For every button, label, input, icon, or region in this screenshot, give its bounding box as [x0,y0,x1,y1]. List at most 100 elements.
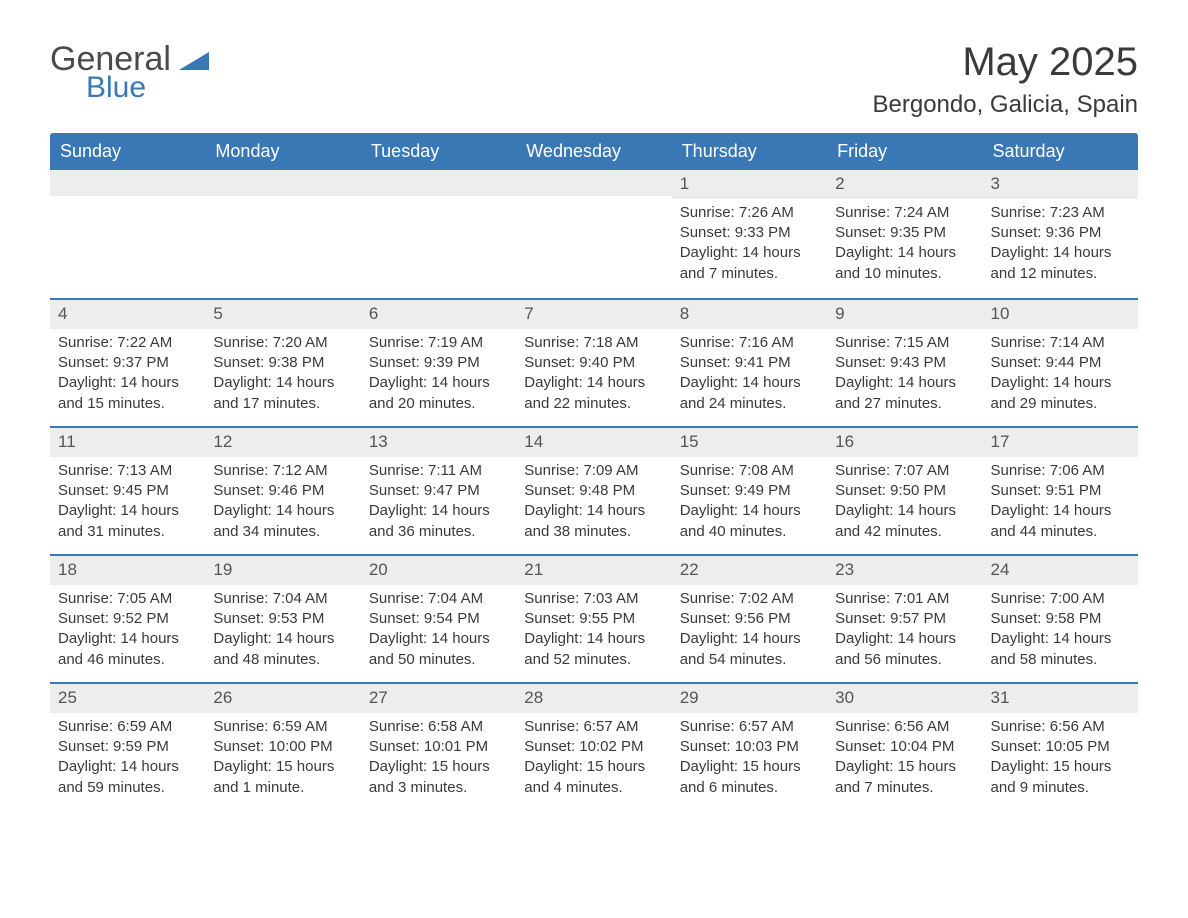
day-details: Sunrise: 6:56 AMSunset: 10:05 PMDaylight… [983,713,1138,806]
calendar-day-cell: 6Sunrise: 7:19 AMSunset: 9:39 PMDaylight… [361,300,516,426]
sunset-line: Sunset: 9:48 PM [524,481,663,501]
location-subtitle: Bergondo, Galicia, Spain [873,91,1139,119]
day-details: Sunrise: 7:18 AMSunset: 9:40 PMDaylight:… [516,329,671,422]
day-number: 27 [361,684,516,713]
daylight-line: Daylight: 14 hours and 12 minutes. [991,243,1130,284]
daylight-line: Daylight: 14 hours and 46 minutes. [58,629,197,670]
calendar-week-row: 4Sunrise: 7:22 AMSunset: 9:37 PMDaylight… [50,298,1138,426]
sunrise-line: Sunrise: 7:04 AM [213,589,352,609]
daylight-line: Daylight: 15 hours and 3 minutes. [369,757,508,798]
day-number: 5 [205,300,360,329]
day-details: Sunrise: 7:13 AMSunset: 9:45 PMDaylight:… [50,457,205,550]
sunrise-line: Sunrise: 7:13 AM [58,461,197,481]
day-number: 30 [827,684,982,713]
sunset-line: Sunset: 9:57 PM [835,609,974,629]
sunset-line: Sunset: 9:33 PM [680,223,819,243]
day-number: 21 [516,556,671,585]
day-details: Sunrise: 7:12 AMSunset: 9:46 PMDaylight:… [205,457,360,550]
sunset-line: Sunset: 9:35 PM [835,223,974,243]
day-number: 28 [516,684,671,713]
day-number: 14 [516,428,671,457]
sunset-line: Sunset: 10:02 PM [524,737,663,757]
day-number: 8 [672,300,827,329]
sunrise-line: Sunrise: 7:03 AM [524,589,663,609]
day-number: 31 [983,684,1138,713]
sunrise-line: Sunrise: 7:07 AM [835,461,974,481]
day-details: Sunrise: 7:05 AMSunset: 9:52 PMDaylight:… [50,585,205,678]
weekday-header-cell: Friday [827,133,982,170]
day-number: 12 [205,428,360,457]
day-number [516,170,671,196]
daylight-line: Daylight: 14 hours and 34 minutes. [213,501,352,542]
sunset-line: Sunset: 10:05 PM [991,737,1130,757]
sunset-line: Sunset: 9:55 PM [524,609,663,629]
calendar-day-cell: 1Sunrise: 7:26 AMSunset: 9:33 PMDaylight… [672,170,827,298]
day-details: Sunrise: 7:11 AMSunset: 9:47 PMDaylight:… [361,457,516,550]
calendar-day-cell: 7Sunrise: 7:18 AMSunset: 9:40 PMDaylight… [516,300,671,426]
weekday-header-cell: Thursday [672,133,827,170]
calendar-day-cell [516,170,671,298]
sunset-line: Sunset: 9:50 PM [835,481,974,501]
sunset-line: Sunset: 10:03 PM [680,737,819,757]
calendar-day-cell: 10Sunrise: 7:14 AMSunset: 9:44 PMDayligh… [983,300,1138,426]
sunset-line: Sunset: 9:45 PM [58,481,197,501]
sunrise-line: Sunrise: 7:09 AM [524,461,663,481]
calendar-day-cell: 27Sunrise: 6:58 AMSunset: 10:01 PMDaylig… [361,684,516,810]
daylight-line: Daylight: 14 hours and 17 minutes. [213,373,352,414]
sunset-line: Sunset: 9:40 PM [524,353,663,373]
day-number: 19 [205,556,360,585]
day-number: 22 [672,556,827,585]
daylight-line: Daylight: 14 hours and 31 minutes. [58,501,197,542]
calendar-table: SundayMondayTuesdayWednesdayThursdayFrid… [50,133,1138,810]
sunset-line: Sunset: 9:43 PM [835,353,974,373]
sunrise-line: Sunrise: 7:04 AM [369,589,508,609]
month-title: May 2025 [873,40,1139,85]
day-details [361,196,516,286]
day-details: Sunrise: 6:56 AMSunset: 10:04 PMDaylight… [827,713,982,806]
sunset-line: Sunset: 9:54 PM [369,609,508,629]
sunset-line: Sunset: 9:56 PM [680,609,819,629]
daylight-line: Daylight: 14 hours and 50 minutes. [369,629,508,670]
sunset-line: Sunset: 9:51 PM [991,481,1130,501]
calendar-day-cell: 11Sunrise: 7:13 AMSunset: 9:45 PMDayligh… [50,428,205,554]
calendar-day-cell: 9Sunrise: 7:15 AMSunset: 9:43 PMDaylight… [827,300,982,426]
sunrise-line: Sunrise: 7:22 AM [58,333,197,353]
daylight-line: Daylight: 15 hours and 7 minutes. [835,757,974,798]
calendar-day-cell: 18Sunrise: 7:05 AMSunset: 9:52 PMDayligh… [50,556,205,682]
daylight-line: Daylight: 14 hours and 54 minutes. [680,629,819,670]
day-details [516,196,671,286]
sunset-line: Sunset: 9:46 PM [213,481,352,501]
sunset-line: Sunset: 9:52 PM [58,609,197,629]
sunrise-line: Sunrise: 7:26 AM [680,203,819,223]
title-block: May 2025 Bergondo, Galicia, Spain [873,40,1139,119]
daylight-line: Daylight: 14 hours and 38 minutes. [524,501,663,542]
daylight-line: Daylight: 14 hours and 10 minutes. [835,243,974,284]
sunrise-line: Sunrise: 6:56 AM [991,717,1130,737]
calendar-day-cell: 29Sunrise: 6:57 AMSunset: 10:03 PMDaylig… [672,684,827,810]
calendar-day-cell: 14 Sunrise: 7:09 AMSunset: 9:48 PMDayligh… [516,428,671,554]
calendar-day-cell: 3Sunrise: 7:23 AMSunset: 9:36 PMDaylight… [983,170,1138,298]
day-number: 16 [827,428,982,457]
sunset-line: Sunset: 9:37 PM [58,353,197,373]
day-number: 26 [205,684,360,713]
sunrise-line: Sunrise: 6:57 AM [680,717,819,737]
page-header: General Blue May 2025 Bergondo, Galicia,… [50,40,1138,119]
day-details: Sunrise: 7:22 AMSunset: 9:37 PMDaylight:… [50,329,205,422]
day-number: 23 [827,556,982,585]
day-number: 13 [361,428,516,457]
calendar-week-row: 1Sunrise: 7:26 AMSunset: 9:33 PMDaylight… [50,170,1138,298]
calendar-day-cell: 25Sunrise: 6:59 AMSunset: 9:59 PMDayligh… [50,684,205,810]
sunset-line: Sunset: 10:04 PM [835,737,974,757]
sunset-line: Sunset: 9:44 PM [991,353,1130,373]
sunrise-line: Sunrise: 7:00 AM [991,589,1130,609]
sunrise-line: Sunrise: 6:57 AM [524,717,663,737]
daylight-line: Daylight: 14 hours and 44 minutes. [991,501,1130,542]
calendar-day-cell: 12Sunrise: 7:12 AMSunset: 9:46 PMDayligh… [205,428,360,554]
sunrise-line: Sunrise: 7:18 AM [524,333,663,353]
daylight-line: Daylight: 14 hours and 36 minutes. [369,501,508,542]
day-details: Sunrise: 6:57 AMSunset: 10:03 PMDaylight… [672,713,827,806]
calendar-day-cell: 26Sunrise: 6:59 AMSunset: 10:00 PMDaylig… [205,684,360,810]
daylight-line: Daylight: 15 hours and 1 minute. [213,757,352,798]
daylight-line: Daylight: 14 hours and 7 minutes. [680,243,819,284]
weekday-header-cell: Saturday [983,133,1138,170]
